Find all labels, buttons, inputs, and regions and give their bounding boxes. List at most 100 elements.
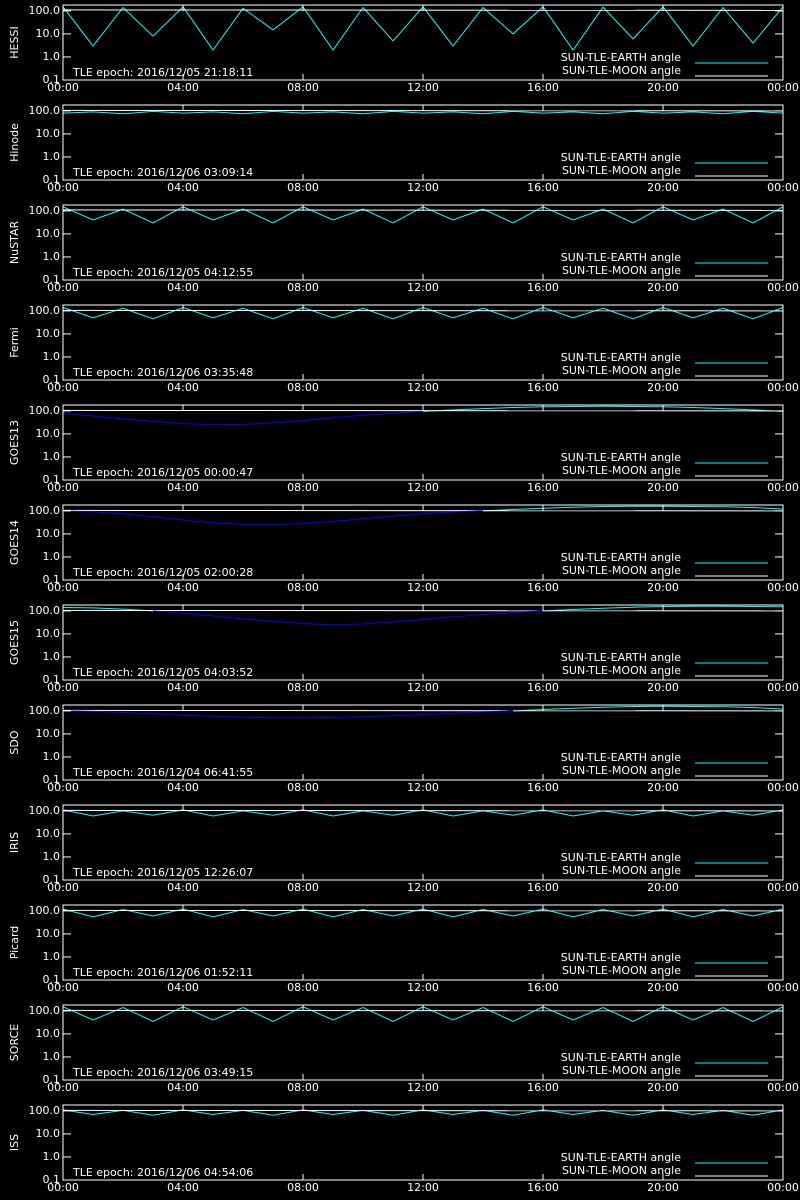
y-tick-label: 1.0 xyxy=(43,50,61,63)
panel: 00:00 04:00 08:00 12:00 16:00 20:00 00:000.11.… xyxy=(8,4,799,94)
x-tick-label: 16:00 xyxy=(527,81,559,94)
annotation: TLE epoch: 2016/12/04 06:41:55 xyxy=(72,766,253,779)
y-tick-label: 100.0 xyxy=(29,704,61,717)
x-tick-label: 04:00 xyxy=(167,781,199,794)
x-tick-label: 08:00 xyxy=(287,1081,319,1094)
x-tick-label: 08:00 xyxy=(287,81,319,94)
y-axis-label: SORCE xyxy=(8,1024,21,1061)
x-tick-label: 16:00 xyxy=(527,181,559,194)
y-tick-label: 0.1 xyxy=(43,873,61,886)
y-tick-label: 0.1 xyxy=(43,1073,61,1086)
legend-label: SUN-TLE-EARTH angle xyxy=(561,351,682,364)
y-axis-label: IRIS xyxy=(8,832,21,853)
y-axis-label: HESSI xyxy=(8,26,21,58)
x-tick-label: 00:00 xyxy=(47,381,79,394)
x-tick-label: 04:00 xyxy=(167,281,199,294)
series-line xyxy=(62,110,784,115)
y-tick-label: 10.0 xyxy=(36,127,61,140)
series-line xyxy=(482,505,784,512)
y-tick-label: 1.0 xyxy=(43,450,61,463)
y-tick-label: 0.1 xyxy=(43,73,61,86)
legend-label: SUN-TLE-EARTH angle xyxy=(561,551,682,564)
legend-label: SUN-TLE-MOON angle xyxy=(562,1064,681,1077)
x-tick-label: 12:00 xyxy=(407,281,439,294)
x-tick-label: 12:00 xyxy=(407,581,439,594)
x-tick-label: 00:00 xyxy=(767,81,799,94)
legend-label: SUN-TLE-EARTH angle xyxy=(561,1051,682,1064)
x-tick-label: 12:00 xyxy=(407,181,439,194)
y-axis-label: Fermi xyxy=(8,327,21,358)
y-tick-label: 10.0 xyxy=(36,627,61,640)
panel: 00:00 04:00 08:00 12:00 16:00 20:00 00:000.11.… xyxy=(8,704,799,794)
legend-label: SUN-TLE-MOON angle xyxy=(562,764,681,777)
legend-label: SUN-TLE-EARTH angle xyxy=(561,651,682,664)
y-tick-label: 1.0 xyxy=(43,1150,61,1163)
legend-label: SUN-TLE-EARTH angle xyxy=(561,251,682,264)
y-tick-label: 100.0 xyxy=(29,304,61,317)
y-tick-label: 0.1 xyxy=(43,773,61,786)
series-line xyxy=(512,705,784,712)
x-tick-label: 00:00 xyxy=(47,1181,79,1194)
x-tick-label: 08:00 xyxy=(287,1181,319,1194)
y-tick-label: 1.0 xyxy=(43,1050,61,1063)
x-tick-label: 00:00 xyxy=(767,881,799,894)
x-tick-label: 08:00 xyxy=(287,181,319,194)
x-tick-label: 00:00 xyxy=(767,681,799,694)
panel: 00:00 04:00 08:00 12:00 16:00 20:00 00:000.11.… xyxy=(8,1004,799,1094)
x-tick-label: 20:00 xyxy=(647,281,679,294)
x-tick-label: 00:00 xyxy=(47,981,79,994)
x-tick-label: 04:00 xyxy=(167,81,199,94)
x-tick-label: 00:00 xyxy=(47,281,79,294)
y-tick-label: 100.0 xyxy=(29,204,61,217)
y-tick-label: 100.0 xyxy=(29,1104,61,1117)
series-line xyxy=(62,710,514,719)
panel: 00:00 04:00 08:00 12:00 16:00 20:00 00:000.11.… xyxy=(8,104,799,194)
legend-label: SUN-TLE-MOON angle xyxy=(562,964,681,977)
x-tick-label: 04:00 xyxy=(167,1181,199,1194)
y-axis-label: Hinode xyxy=(8,123,21,162)
y-tick-label: 1.0 xyxy=(43,750,61,763)
y-tick-label: 10.0 xyxy=(36,727,61,740)
y-axis-label: GOES14 xyxy=(8,520,21,565)
legend-label: SUN-TLE-MOON angle xyxy=(562,164,681,177)
x-tick-label: 08:00 xyxy=(287,581,319,594)
x-tick-label: 08:00 xyxy=(287,481,319,494)
x-tick-label: 20:00 xyxy=(647,81,679,94)
y-tick-label: 0.1 xyxy=(43,473,61,486)
x-tick-label: 08:00 xyxy=(287,881,319,894)
y-tick-label: 10.0 xyxy=(36,827,61,840)
x-tick-label: 20:00 xyxy=(647,481,679,494)
y-tick-label: 100.0 xyxy=(29,404,61,417)
y-tick-label: 100.0 xyxy=(29,104,61,117)
y-axis-label: GOES13 xyxy=(8,420,21,465)
x-tick-label: 04:00 xyxy=(167,581,199,594)
y-tick-label: 10.0 xyxy=(36,27,61,40)
annotation: TLE epoch: 2016/12/05 21:18:11 xyxy=(72,66,253,79)
x-tick-label: 20:00 xyxy=(647,881,679,894)
x-tick-label: 00:00 xyxy=(47,481,79,494)
annotation: TLE epoch: 2016/12/05 00:00:47 xyxy=(72,466,253,479)
y-tick-label: 10.0 xyxy=(36,227,61,240)
x-tick-label: 20:00 xyxy=(647,1081,679,1094)
x-tick-label: 16:00 xyxy=(527,481,559,494)
x-tick-label: 16:00 xyxy=(527,981,559,994)
legend-label: SUN-TLE-MOON angle xyxy=(562,1164,681,1177)
y-tick-label: 10.0 xyxy=(36,527,61,540)
y-tick-label: 100.0 xyxy=(29,904,61,917)
x-tick-label: 00:00 xyxy=(47,181,79,194)
annotation: TLE epoch: 2016/12/05 02:00:28 xyxy=(72,566,253,579)
x-tick-label: 00:00 xyxy=(767,481,799,494)
y-axis-label: GOES15 xyxy=(8,620,21,665)
x-tick-label: 12:00 xyxy=(407,681,439,694)
y-tick-label: 100.0 xyxy=(29,504,61,517)
annotation: TLE epoch: 2016/12/05 12:26:07 xyxy=(72,866,253,879)
x-tick-label: 00:00 xyxy=(47,1081,79,1094)
x-tick-label: 20:00 xyxy=(647,781,679,794)
x-tick-label: 16:00 xyxy=(527,1181,559,1194)
annotation: TLE epoch: 2016/12/06 03:35:48 xyxy=(72,366,253,379)
legend-label: SUN-TLE-EARTH angle xyxy=(561,851,682,864)
series-line xyxy=(62,410,424,426)
y-tick-label: 0.1 xyxy=(43,673,61,686)
x-tick-label: 08:00 xyxy=(287,281,319,294)
